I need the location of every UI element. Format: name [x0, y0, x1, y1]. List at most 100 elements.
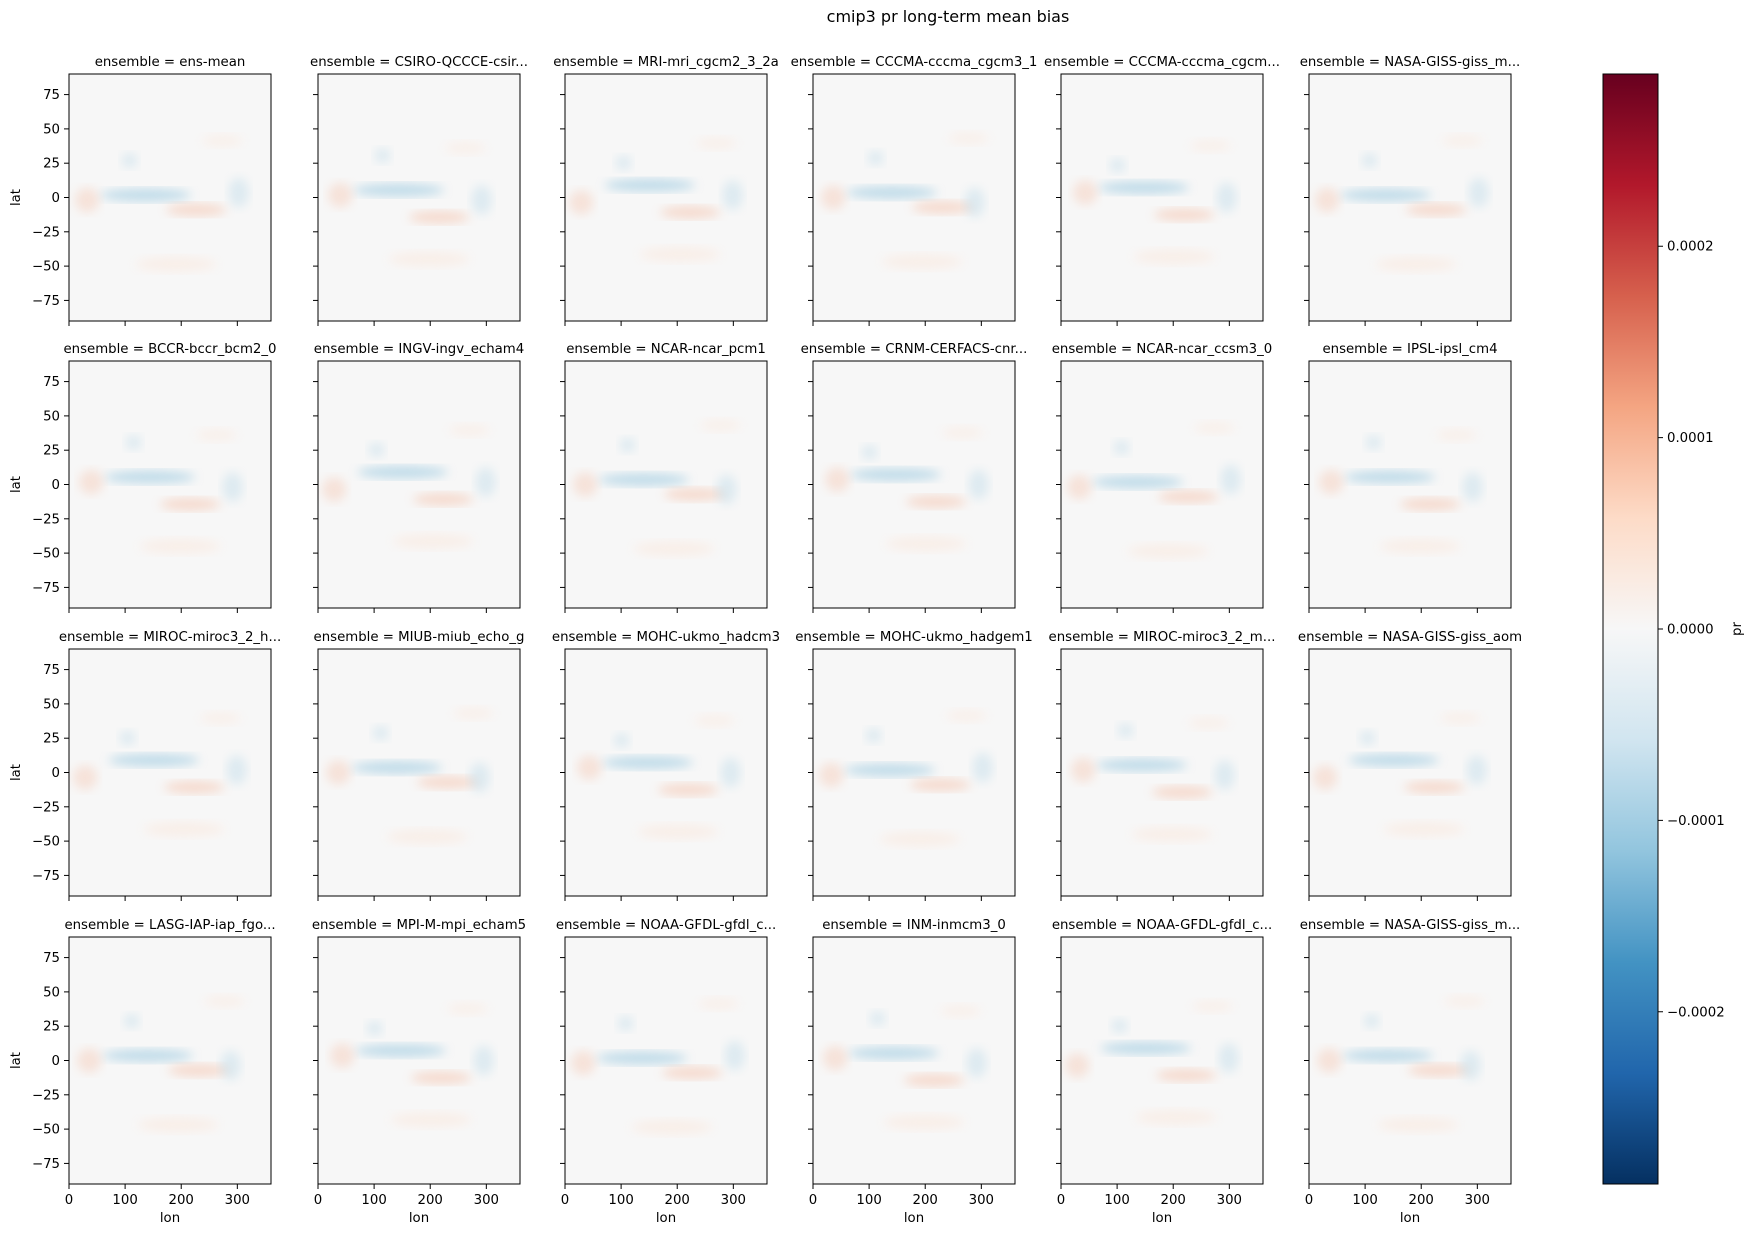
- bias-region: [121, 153, 138, 168]
- y-axis-label: lat: [9, 476, 24, 493]
- panel-grid: ensemble = ens-mean7550250−25−50−75laten…: [9, 55, 1522, 1226]
- bias-region: [202, 134, 243, 147]
- bias-region: [1444, 995, 1485, 1008]
- bias-region: [104, 470, 196, 484]
- bias-region: [1361, 153, 1378, 168]
- y-tick-label: 50: [43, 122, 60, 137]
- x-tick-label: 300: [1465, 1193, 1490, 1208]
- bias-region: [602, 756, 694, 769]
- bias-region: [659, 206, 721, 219]
- y-tick-label: 0: [52, 1054, 60, 1069]
- bias-region: [1379, 538, 1461, 554]
- y-tick-label: 25: [43, 732, 60, 747]
- panel: ensemble = CCCMA-cccma_cgcm3_1: [791, 55, 1037, 326]
- colorbar-tick-label: 0.0000: [1667, 623, 1714, 638]
- bias-region: [222, 472, 243, 502]
- bias-region: [825, 467, 850, 492]
- bias-region: [604, 178, 696, 192]
- panel: ensemble = MRI-mri_cgcm2_3_2a: [553, 55, 779, 326]
- y-tick-label: −50: [32, 1123, 60, 1138]
- bias-region: [77, 1048, 102, 1073]
- bias-region: [1096, 758, 1188, 772]
- panel-title: ensemble = IPSL-ipsl_cm4: [1322, 342, 1497, 357]
- bias-region: [1403, 781, 1465, 794]
- bias-region: [909, 778, 971, 792]
- y-tick-label: −25: [32, 800, 60, 815]
- x-tick-label: 300: [474, 1193, 499, 1208]
- panel-title: ensemble = MIROC-miroc3_2_h...: [59, 630, 281, 645]
- colorbar-tick-label: −0.0002: [1667, 1005, 1725, 1020]
- bias-region: [1220, 464, 1241, 495]
- bias-region: [372, 725, 389, 741]
- bias-region: [108, 753, 200, 767]
- bias-region: [968, 469, 989, 500]
- bias-region: [447, 1002, 488, 1015]
- y-tick-label: −75: [32, 581, 60, 596]
- bias-region: [1436, 428, 1477, 442]
- colorbar-tick-label: −0.0001: [1667, 814, 1725, 829]
- y-tick-label: 50: [43, 985, 60, 1000]
- y-tick-label: 25: [43, 444, 60, 459]
- bias-region: [1363, 1013, 1380, 1029]
- x-tick-label: 100: [112, 1193, 137, 1208]
- panel: ensemble = MPI-M-mpi_echam5 0 100 200 300 lon: [312, 918, 526, 1226]
- bias-region: [1462, 472, 1483, 502]
- panel-title: ensemble = MIROC-miroc3_2_m...: [1049, 630, 1276, 645]
- panel-title: ensemble = NASA-GISS-giss_m...: [1300, 55, 1521, 70]
- bias-region: [165, 203, 227, 217]
- bias-region: [819, 762, 844, 788]
- panel: ensemble = NOAA-GFDL-gfdl_c... 0 100 200 300…: [556, 918, 776, 1226]
- bias-region: [724, 1040, 745, 1071]
- bias-region: [374, 148, 391, 163]
- bias-region: [1067, 474, 1092, 500]
- bias-region: [722, 180, 743, 210]
- bias-region: [619, 437, 636, 453]
- bias-region: [392, 533, 474, 549]
- bias-region: [948, 132, 989, 145]
- bias-region: [1317, 1048, 1342, 1073]
- bias-region: [1340, 188, 1432, 202]
- bias-region: [1133, 249, 1215, 265]
- bias-region: [885, 536, 967, 552]
- x-tick-label: 0: [1305, 1193, 1313, 1208]
- panel: ensemble = MOHC-ukmo_hadgem1: [795, 630, 1033, 901]
- bias-region: [617, 1016, 634, 1031]
- x-tick-label: 100: [361, 1193, 386, 1208]
- y-tick-label: 75: [43, 663, 60, 678]
- bias-region: [1111, 1018, 1128, 1034]
- y-tick-label: 0: [52, 478, 60, 493]
- bias-region: [1113, 440, 1130, 455]
- bias-region: [143, 821, 225, 837]
- y-axis-label: lat: [9, 1052, 24, 1069]
- bias-region: [821, 185, 846, 210]
- bias-region: [326, 760, 351, 785]
- bias-region: [861, 444, 878, 460]
- bias-region: [355, 1044, 447, 1057]
- bias-region: [1405, 203, 1467, 217]
- panel-title: ensemble = LASG-IAP-iap_fgo...: [64, 918, 275, 933]
- x-tick-label: 300: [721, 1193, 746, 1208]
- y-tick-label: −75: [32, 869, 60, 884]
- bias-region: [850, 468, 942, 481]
- x-axis-label: lon: [160, 1211, 180, 1226]
- y-tick-label: 75: [43, 88, 60, 103]
- bias-region: [1216, 182, 1237, 213]
- bias-region: [1218, 1043, 1239, 1073]
- panel-title: ensemble = NCAR-ncar_pcm1: [566, 342, 766, 357]
- bias-region: [330, 1043, 355, 1068]
- y-tick-label: 0: [52, 766, 60, 781]
- bias-region: [408, 211, 470, 224]
- x-tick-label: 0: [809, 1193, 817, 1208]
- y-tick-label: 75: [43, 375, 60, 390]
- bias-region: [844, 763, 936, 777]
- bias-region: [416, 776, 478, 789]
- y-tick-label: −50: [32, 260, 60, 275]
- y-tick-label: 25: [43, 1020, 60, 1035]
- bias-region: [972, 752, 993, 783]
- bias-region: [135, 256, 217, 272]
- colorbar-tick-label: 0.0002: [1667, 240, 1714, 255]
- x-axis-label: lon: [1152, 1211, 1172, 1226]
- panel-title: ensemble = NASA-GISS-giss_aom: [1298, 630, 1522, 645]
- x-axis-label: lon: [904, 1211, 924, 1226]
